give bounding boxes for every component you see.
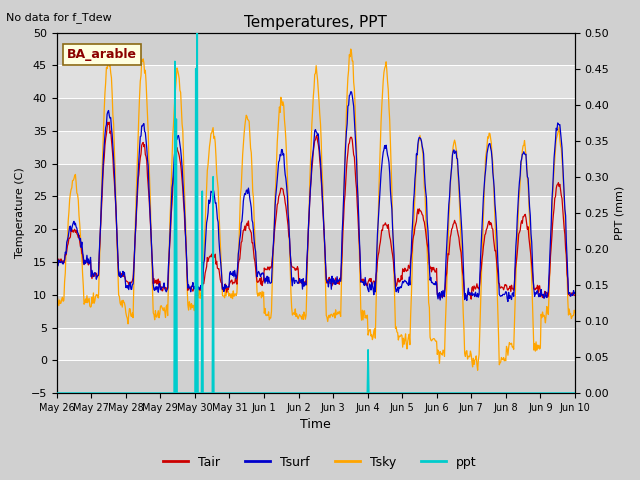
- Bar: [57, 295, 575, 327]
- Y-axis label: Temperature (C): Temperature (C): [15, 168, 25, 258]
- Bar: [57, 262, 575, 295]
- Bar: [57, 327, 575, 360]
- X-axis label: Time: Time: [300, 419, 331, 432]
- Bar: [57, 229, 575, 262]
- Text: BA_arable: BA_arable: [67, 48, 137, 61]
- Bar: [57, 33, 575, 65]
- Bar: [57, 164, 575, 196]
- Text: No data for f_Tdew: No data for f_Tdew: [6, 12, 112, 23]
- Bar: [57, 131, 575, 164]
- Y-axis label: PPT (mm): PPT (mm): [615, 186, 625, 240]
- Title: Temperatures, PPT: Temperatures, PPT: [244, 15, 387, 30]
- Bar: [57, 196, 575, 229]
- Bar: [57, 65, 575, 98]
- Legend: Tair, Tsurf, Tsky, ppt: Tair, Tsurf, Tsky, ppt: [158, 451, 482, 474]
- Bar: [57, 360, 575, 393]
- Bar: [57, 98, 575, 131]
